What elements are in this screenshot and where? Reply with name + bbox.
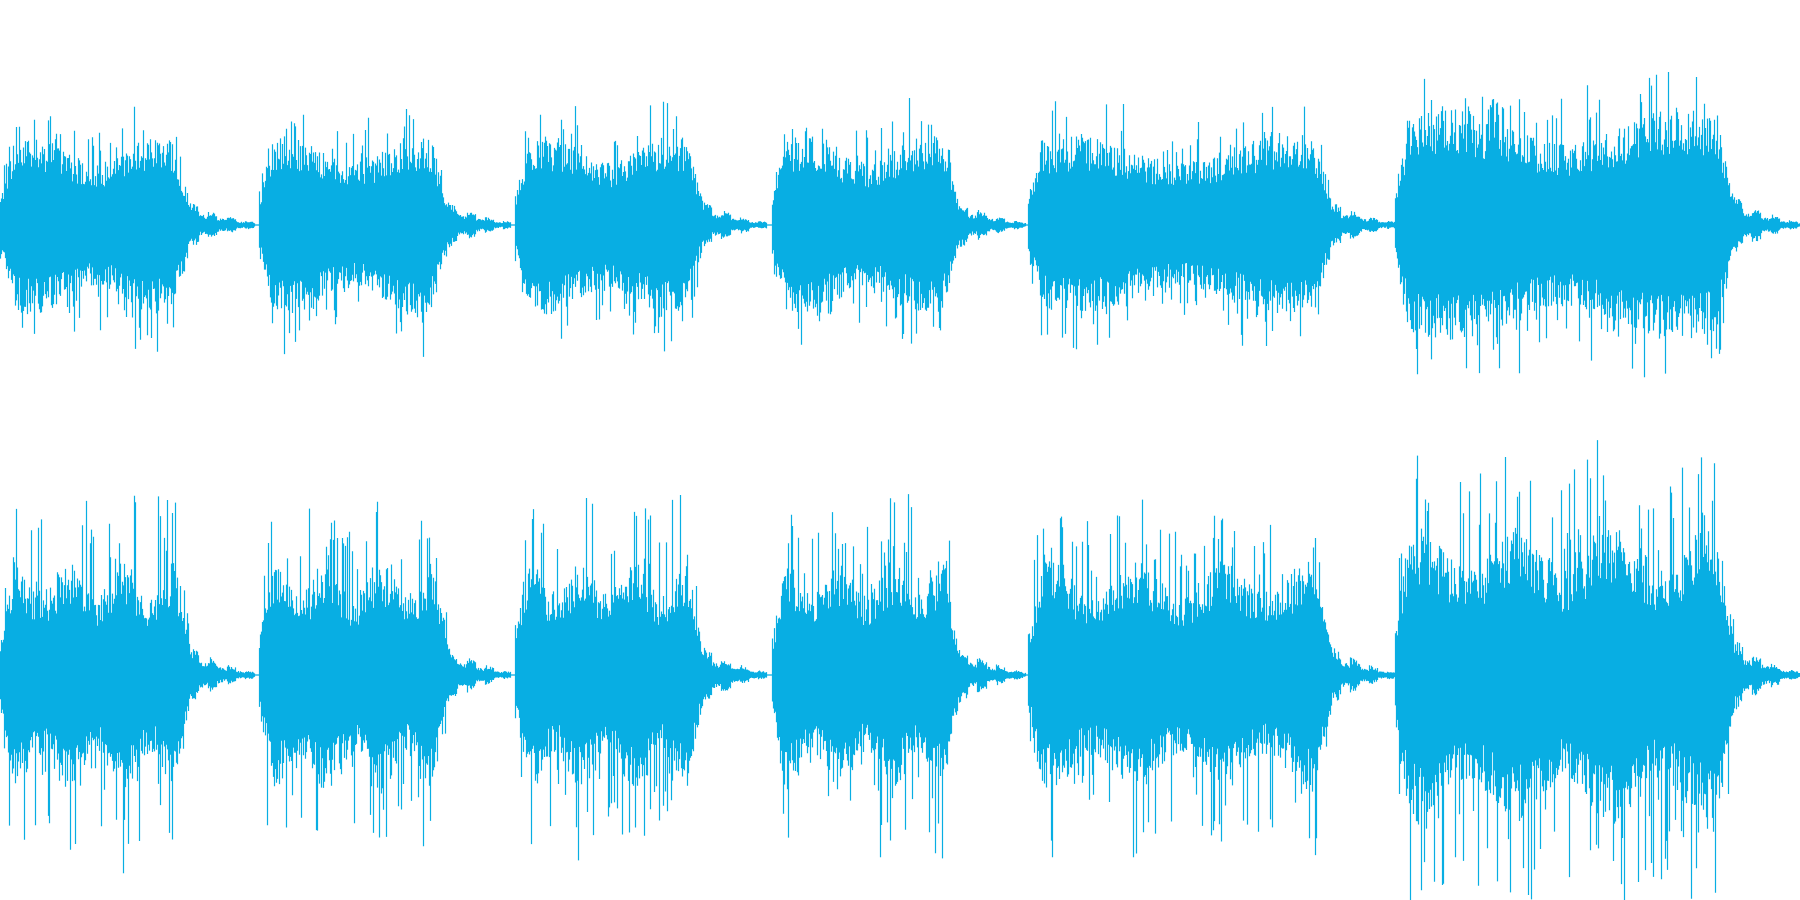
left-channel-wave [0, 72, 1800, 378]
right-channel-wave [0, 440, 1800, 900]
